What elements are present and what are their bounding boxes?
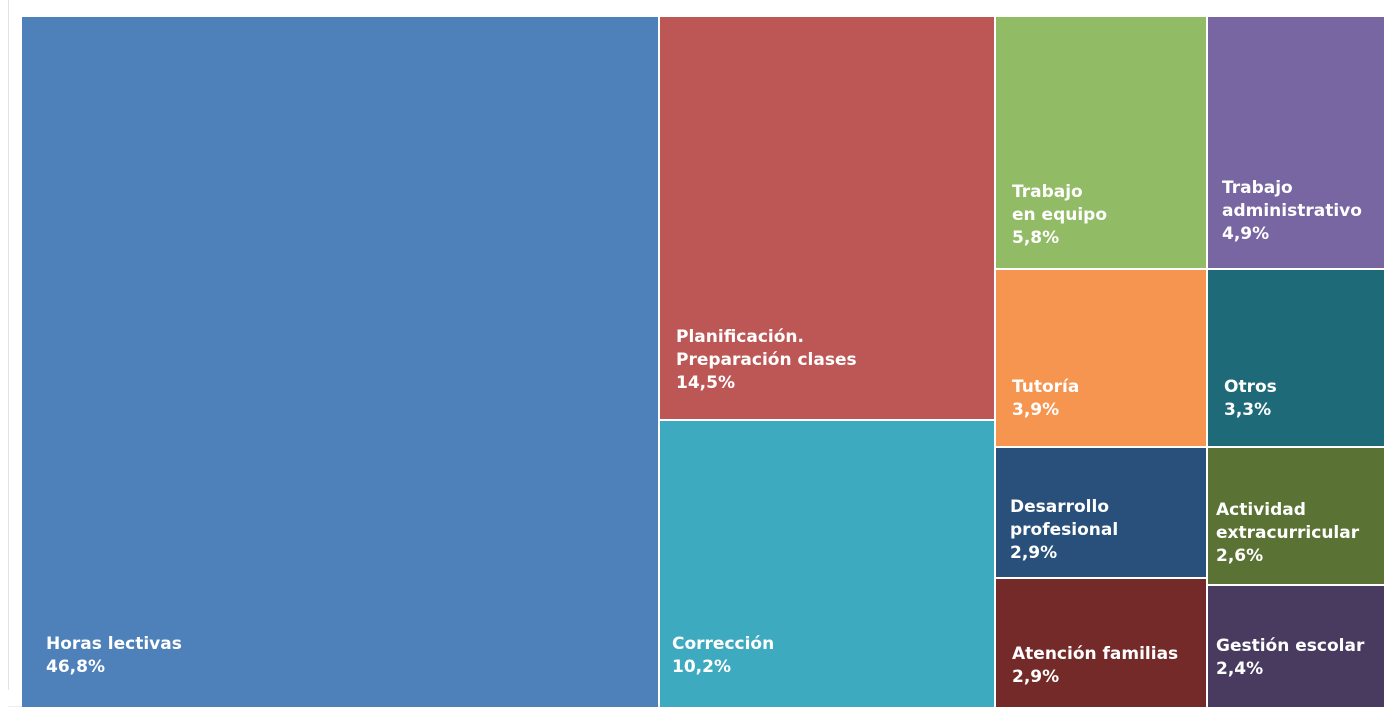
- tile-category-atencion-familias: Atención familias: [1012, 644, 1179, 664]
- tile-category-otros: Otros: [1224, 377, 1277, 397]
- tile-label-tutoria: Tutoría 3,9%: [1012, 376, 1079, 422]
- tile-label-gestion-escolar: Gestión escolar 2,4%: [1216, 635, 1364, 681]
- tile-value-horas-lectivas: 46,8%: [46, 657, 105, 677]
- tile-value-tutoria: 3,9%: [1012, 400, 1060, 420]
- tile-trabajo-en-equipo: Trabajo en equipo 5,8%: [996, 17, 1206, 268]
- tile-gestion-escolar: Gestión escolar 2,4%: [1208, 586, 1384, 707]
- tile-value-trabajo-administrativo: 4,9%: [1222, 224, 1270, 244]
- tile-category-actividad-extracurricular: Actividad extracurricular: [1216, 500, 1360, 543]
- tile-label-horas-lectivas: Horas lectivas 46,8%: [46, 633, 182, 679]
- tile-planificacion-preparacion-clases: Planificación. Preparación clases 14,5%: [660, 17, 994, 419]
- tile-category-correccion: Corrección: [672, 634, 775, 654]
- tile-value-planificacion-preparacion-clases: 14,5%: [676, 373, 735, 393]
- tile-value-desarrollo-profesional: 2,9%: [1010, 543, 1058, 563]
- tile-value-otros: 3,3%: [1224, 400, 1272, 420]
- tile-label-trabajo-administrativo: Trabajo administrativo 4,9%: [1222, 177, 1362, 246]
- tile-value-gestion-escolar: 2,4%: [1216, 659, 1264, 679]
- tile-trabajo-administrativo: Trabajo administrativo 4,9%: [1208, 17, 1384, 268]
- left-border-line: [8, 0, 9, 690]
- tile-category-horas-lectivas: Horas lectivas: [46, 634, 182, 654]
- tile-actividad-extracurricular: Actividad extracurricular 2,6%: [1208, 448, 1384, 584]
- tile-label-otros: Otros 3,3%: [1224, 376, 1277, 422]
- tile-category-trabajo-en-equipo: Trabajo en equipo: [1012, 182, 1108, 225]
- tile-category-planificacion-preparacion-clases: Planificación. Preparación clases: [676, 327, 857, 370]
- tile-label-planificacion-preparacion-clases: Planificación. Preparación clases 14,5%: [676, 326, 857, 395]
- tile-value-correccion: 10,2%: [672, 657, 731, 677]
- tile-label-actividad-extracurricular: Actividad extracurricular 2,6%: [1216, 499, 1359, 568]
- tile-value-trabajo-en-equipo: 5,8%: [1012, 228, 1060, 248]
- tile-label-trabajo-en-equipo: Trabajo en equipo 5,8%: [1012, 181, 1107, 250]
- tile-label-atencion-familias: Atención familias 2,9%: [1012, 643, 1178, 689]
- tile-category-trabajo-administrativo: Trabajo administrativo: [1222, 178, 1362, 221]
- tile-horas-lectivas: Horas lectivas 46,8%: [22, 17, 658, 707]
- tile-category-gestion-escolar: Gestión escolar: [1216, 636, 1365, 656]
- tile-desarrollo-profesional: Desarrollo profesional 2,9%: [996, 448, 1206, 577]
- tile-label-desarrollo-profesional: Desarrollo profesional 2,9%: [1010, 496, 1118, 565]
- tile-otros: Otros 3,3%: [1208, 270, 1384, 446]
- tile-label-correccion: Corrección 10,2%: [672, 633, 774, 679]
- tile-value-actividad-extracurricular: 2,6%: [1216, 546, 1264, 566]
- tile-tutoria: Tutoría 3,9%: [996, 270, 1206, 446]
- tile-correccion: Corrección 10,2%: [660, 421, 994, 707]
- tile-atencion-familias: Atención familias 2,9%: [996, 579, 1206, 707]
- tile-category-tutoria: Tutoría: [1012, 377, 1080, 397]
- tile-value-atencion-familias: 2,9%: [1012, 667, 1060, 687]
- tile-category-desarrollo-profesional: Desarrollo profesional: [1010, 497, 1119, 540]
